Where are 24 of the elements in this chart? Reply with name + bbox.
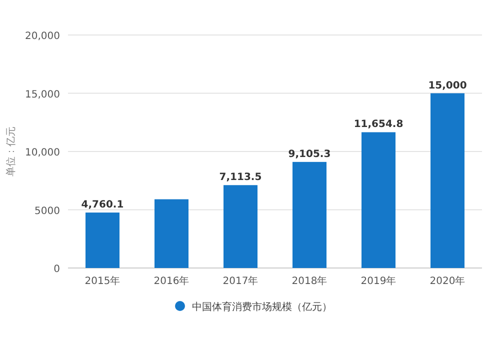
data-label: 4,760.1 bbox=[81, 200, 124, 211]
y-tick-label: 5000 bbox=[34, 206, 60, 217]
bar bbox=[224, 185, 258, 268]
bar bbox=[292, 162, 326, 268]
bar bbox=[86, 212, 120, 268]
bar bbox=[362, 132, 396, 268]
data-label: 7,113.5 bbox=[219, 172, 262, 184]
y-tick-label: 20,000 bbox=[25, 31, 60, 42]
y-tick-label: 0 bbox=[54, 264, 60, 275]
y-axis-title: 单位：亿元 bbox=[5, 126, 17, 176]
y-tick-label: 15,000 bbox=[25, 89, 60, 100]
y-tick-label: 10,000 bbox=[25, 148, 60, 158]
x-tick-label: 2020年 bbox=[430, 275, 466, 287]
x-tick-label: 2019年 bbox=[360, 275, 396, 287]
data-label: 11,654.8 bbox=[354, 119, 404, 130]
legend-label: 中国体育消费市场规模（亿元） bbox=[192, 301, 332, 313]
bar bbox=[154, 199, 188, 268]
x-tick-label: 2018年 bbox=[292, 275, 328, 287]
bar bbox=[430, 93, 464, 268]
data-label: 15,000 bbox=[428, 80, 467, 92]
x-tick-label: 2015年 bbox=[84, 275, 120, 287]
data-label: 9,105.3 bbox=[288, 148, 331, 160]
x-tick-label: 2017年 bbox=[222, 275, 258, 287]
x-tick-label: 2016年 bbox=[154, 275, 190, 287]
